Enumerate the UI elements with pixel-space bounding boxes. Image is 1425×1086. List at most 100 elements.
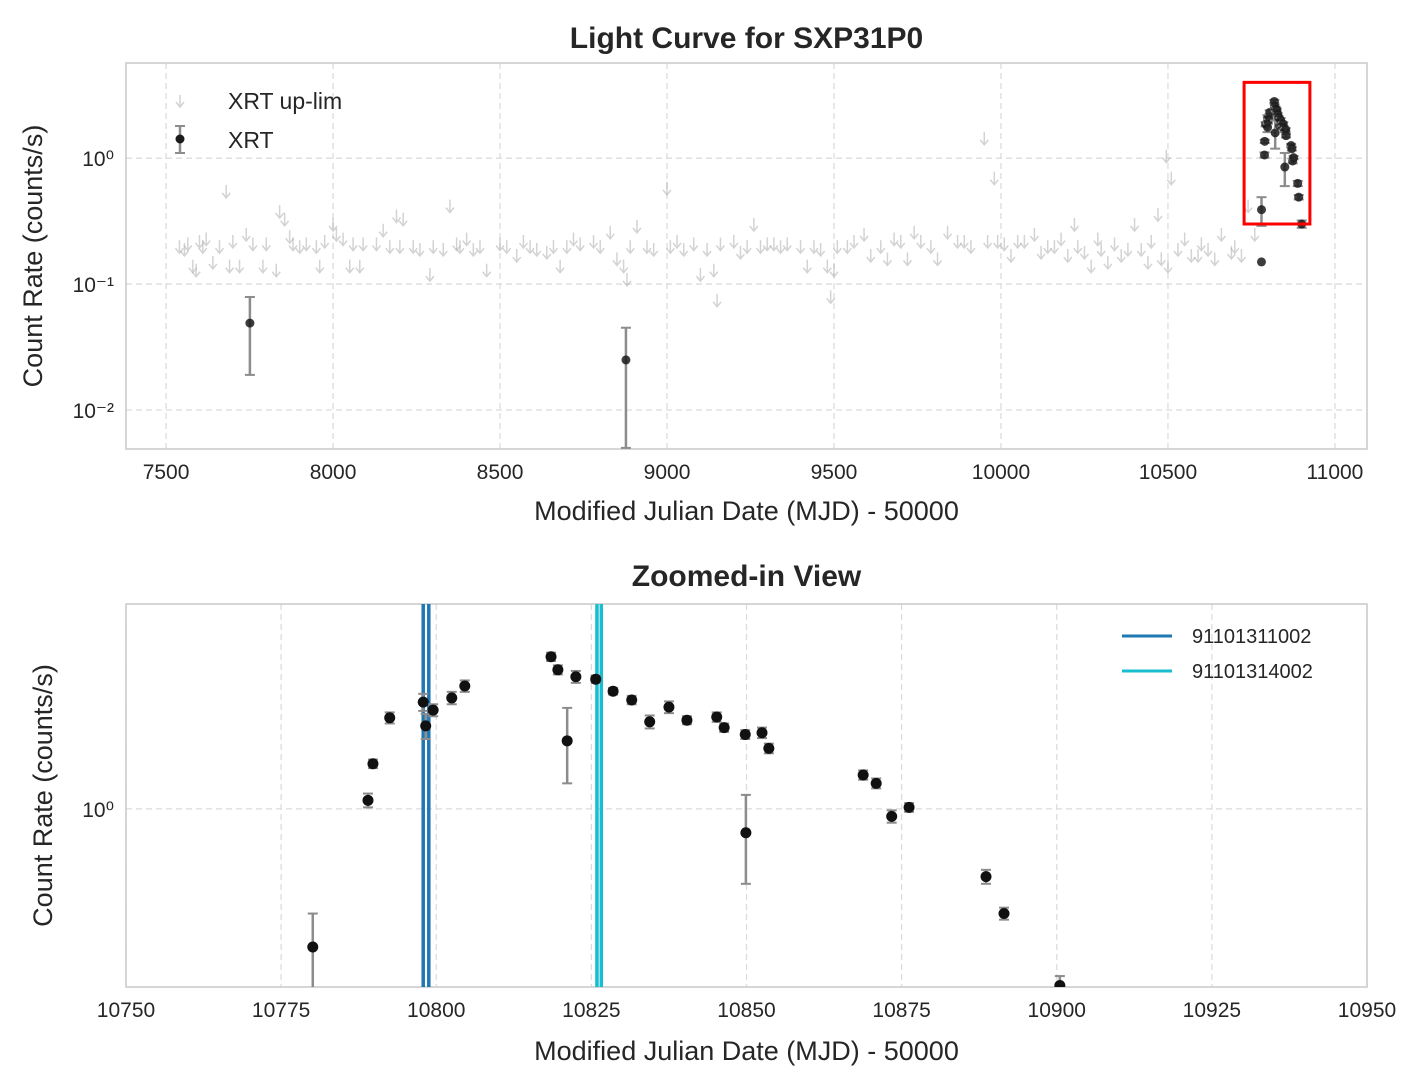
arrow-head (842, 247, 852, 255)
y-tick-label: 10⁻² (73, 400, 114, 423)
x-tick-label: 9500 (811, 461, 858, 484)
series-xrt (244, 96, 1307, 449)
legend: 91101311002 91101314002 (1122, 626, 1313, 683)
marker (1294, 192, 1304, 202)
arrow-head (916, 242, 926, 250)
upper-limit-arrow (672, 234, 682, 250)
upper-limit-arrow (849, 234, 859, 250)
marker (740, 827, 752, 839)
marker (561, 735, 573, 747)
arrow-head (1156, 259, 1166, 267)
arrow-head (1250, 235, 1260, 243)
upper-limit-arrow (1109, 237, 1120, 252)
upper-limit-arrow (512, 249, 522, 264)
upper-limit-arrow (1136, 242, 1146, 258)
arrow-head (271, 271, 281, 278)
arrow-head (802, 267, 812, 274)
marker (663, 701, 675, 713)
arrow-head (662, 189, 672, 197)
data-point (552, 664, 564, 676)
arrow-head (331, 235, 341, 243)
arrow-head (248, 245, 258, 252)
upper-limit-arrow (1156, 252, 1166, 267)
arrow-head (555, 267, 565, 274)
arrow-head (198, 247, 208, 255)
arrow-head (809, 247, 819, 255)
marker (903, 801, 915, 813)
marker (307, 941, 319, 953)
data-point (367, 758, 379, 770)
legend: XRT up-lim XRT (175, 88, 342, 154)
arrow-head (425, 275, 435, 283)
arrow-head (1086, 267, 1096, 274)
arrow-head (742, 247, 752, 255)
arrow-head (999, 245, 1009, 252)
data-point (545, 651, 557, 663)
data-point (718, 722, 730, 734)
marker (626, 694, 638, 706)
marker (870, 777, 882, 789)
data-point (420, 712, 432, 740)
upper-limit-arrow (1093, 232, 1103, 247)
arrow-head (1123, 250, 1133, 258)
x-tick-label: 9000 (644, 461, 691, 484)
upper-limit-arrow (275, 205, 285, 220)
upper-limit-arrow (214, 240, 225, 255)
upper-limit-arrow (826, 290, 836, 305)
arrow-head (371, 245, 382, 252)
upper-limit-arrow (174, 240, 185, 255)
upper-limit-arrow (742, 240, 752, 255)
upper-limit-arrow (355, 259, 365, 274)
arrow-head (258, 267, 268, 274)
upper-limit-arrow (983, 234, 993, 250)
arrow-head (385, 247, 395, 255)
arrow-head (1180, 240, 1190, 247)
upper-limit-arrow (241, 227, 251, 243)
arrow-head (1203, 250, 1213, 258)
upper-limit-arrow (575, 237, 585, 252)
data-point (417, 692, 429, 712)
arrow-head (642, 247, 652, 255)
upper-limit-arrow (735, 245, 746, 261)
marker (307, 1082, 318, 1086)
arrow-head (896, 242, 906, 250)
marker (1257, 205, 1267, 215)
arrow-head (1063, 256, 1073, 264)
arrow-head (183, 245, 193, 252)
upper-limit-arrow (1049, 240, 1059, 255)
upper-limit-arrow (909, 225, 919, 241)
arrow-head (822, 267, 832, 274)
upper-limit-arrow (462, 232, 472, 247)
x-axis-label: Modified Julian Date (MJD) - 50000 (534, 496, 959, 526)
data-point (1256, 257, 1266, 267)
arrow-head (829, 271, 839, 278)
x-tick-label: 10950 (1338, 999, 1396, 1022)
arrow-head (548, 247, 559, 255)
upper-limit-arrow (1216, 227, 1226, 243)
upper-limit-arrow (605, 225, 615, 241)
x-tick-label: 7500 (143, 461, 190, 484)
arrow-head (455, 247, 465, 255)
upper-limit-arrow (702, 242, 712, 258)
upper-limit-arrow (665, 240, 675, 255)
upper-limit-arrow (568, 232, 579, 247)
arrow-head (782, 245, 792, 252)
marker (427, 704, 439, 716)
data-point (570, 669, 582, 684)
arrow-head (826, 297, 836, 305)
upper-limit-arrow (428, 240, 438, 255)
upper-limit-arrow (619, 259, 629, 274)
data-point (1259, 150, 1270, 160)
upper-limit-arrow (495, 237, 505, 252)
arrow-head (428, 247, 438, 255)
upper-limit-arrow (345, 259, 355, 274)
upper-limit-arrow (889, 232, 899, 247)
arrow-head (1036, 253, 1046, 261)
x-tick-label: 10925 (1183, 999, 1241, 1022)
arrow-head (932, 259, 943, 267)
arrow-head (605, 233, 615, 241)
upper-limit-arrow (769, 237, 779, 252)
upper-limit-arrow (932, 252, 943, 267)
upper-limit-arrow (1173, 242, 1183, 258)
arrow-head (518, 242, 528, 250)
